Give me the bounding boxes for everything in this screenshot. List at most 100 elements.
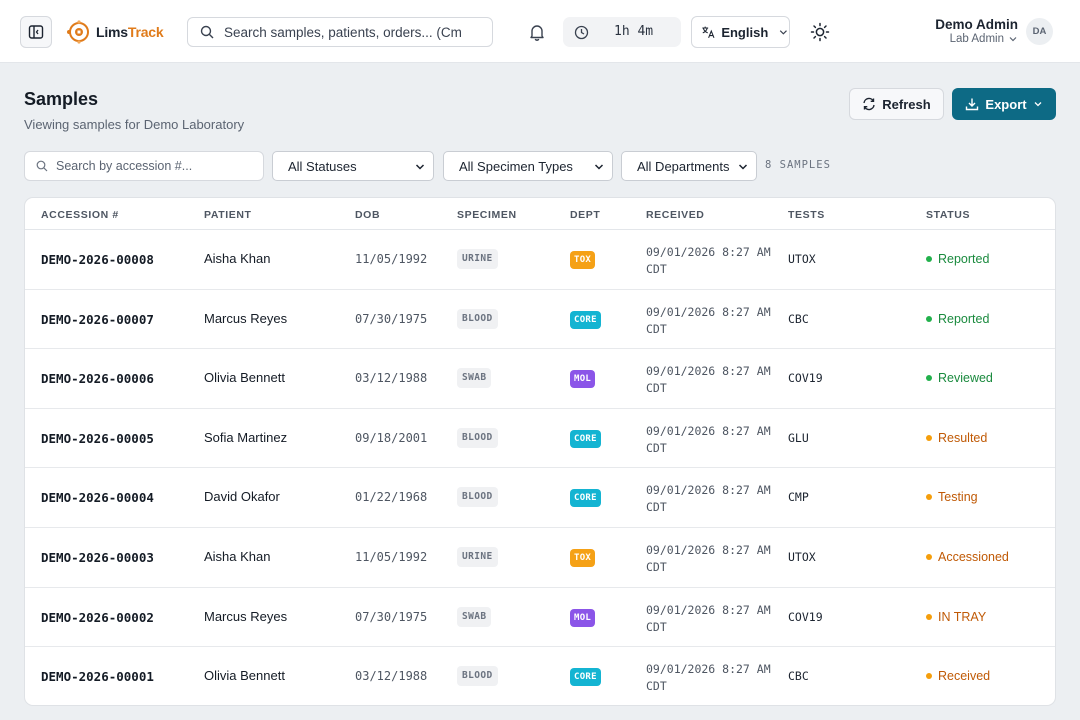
table-row[interactable]: DEMO-2026-00008 Aisha Khan 11/05/1992 URINE… <box>25 230 1055 290</box>
accession-number[interactable]: DEMO-2026-00001 <box>41 669 154 685</box>
accession-number[interactable]: DEMO-2026-00005 <box>41 430 154 446</box>
status-badge: Reviewed <box>926 371 993 385</box>
dept-badge: CORE <box>570 429 601 448</box>
chevron-down-icon <box>415 164 425 170</box>
page-subtitle: Viewing samples for Demo Laboratory <box>24 117 245 132</box>
tests-code: UTOX <box>788 252 816 266</box>
global-search-box[interactable] <box>187 17 493 47</box>
table-row[interactable]: DEMO-2026-00003 Aisha Khan 11/05/1992 URINE… <box>25 528 1055 588</box>
column-header-dob[interactable]: DOB <box>355 209 381 221</box>
column-header-patient[interactable]: PATIENT <box>204 209 252 221</box>
patient-dob: 03/12/1988 <box>355 669 428 684</box>
column-header-accession[interactable]: ACCESSION # <box>41 209 119 221</box>
column-header-received[interactable]: RECEIVED <box>646 209 705 221</box>
received-timezone: CDT <box>646 679 667 694</box>
export-label: Export <box>985 96 1027 112</box>
column-header-tests[interactable]: TESTS <box>788 209 825 221</box>
status-label: IN TRAY <box>938 609 987 624</box>
received-timestamp: 09/01/2026 8:27 AM CDT <box>646 482 778 516</box>
specimen-type-filter-select[interactable]: All Specimen Types <box>443 151 613 181</box>
status-badge: Resulted <box>926 431 987 445</box>
table-row[interactable]: DEMO-2026-00004 David Okafor 01/22/1968 BLO… <box>25 468 1055 528</box>
received-date: 09/01/2026 8:27 AM <box>646 662 771 677</box>
status-label: Received <box>938 669 991 684</box>
language-select[interactable]: English <box>691 16 790 48</box>
refresh-button[interactable]: Refresh <box>849 88 944 120</box>
export-button[interactable]: Export <box>952 88 1056 120</box>
accession-number[interactable]: DEMO-2026-00006 <box>41 371 154 387</box>
avatar[interactable]: DA <box>1026 18 1053 45</box>
chevron-down-icon <box>780 30 788 35</box>
status-badge: Reported <box>926 252 989 266</box>
tests-code: COV19 <box>788 609 823 624</box>
refresh-icon <box>863 97 875 111</box>
patient-name: David Okafor <box>204 489 280 505</box>
specimen-badge: BLOOD <box>457 666 498 687</box>
received-timestamp: 09/01/2026 8:27 AM CDT <box>646 602 778 636</box>
column-header-specimen[interactable]: SPECIMEN <box>457 209 517 221</box>
status-filter-value: All Statuses <box>288 158 357 174</box>
status-label: Reported <box>938 252 990 266</box>
dept-badge: CORE <box>570 668 601 687</box>
table-row[interactable]: DEMO-2026-00005 Sofia Martinez 09/18/2001 B… <box>25 409 1055 469</box>
column-header-status[interactable]: STATUS <box>926 209 971 221</box>
session-timer: 1h 4m <box>563 17 681 47</box>
tests-code: CBC <box>788 669 809 684</box>
table-row[interactable]: DEMO-2026-00007 Marcus Reyes 07/30/1975 BLO… <box>25 290 1055 350</box>
patient-name: Olivia Bennett <box>204 370 285 386</box>
patient-dob: 09/18/2001 <box>355 430 428 445</box>
sidebar-toggle-button[interactable] <box>20 16 52 48</box>
column-header-dept[interactable]: DEPT <box>570 209 601 221</box>
patient-name: Sofia Martinez <box>204 429 288 445</box>
patient-dob: 11/05/1992 <box>355 252 428 266</box>
dept-badge: CORE <box>570 310 601 329</box>
accession-search-input[interactable] <box>56 159 256 173</box>
received-timestamp: 09/01/2026 8:27 AM CDT <box>646 661 778 695</box>
status-badge: Reported <box>926 312 989 326</box>
chevron-down-icon <box>1034 102 1042 107</box>
received-timezone: CDT <box>646 619 667 634</box>
accession-number[interactable]: DEMO-2026-00002 <box>41 609 154 625</box>
accession-number[interactable]: DEMO-2026-00008 <box>41 252 154 267</box>
patient-name: Aisha Khan <box>204 549 271 564</box>
notifications-button[interactable] <box>526 21 548 43</box>
received-timestamp: 09/01/2026 8:27 AM CDT <box>646 542 778 576</box>
accession-number[interactable]: DEMO-2026-00003 <box>41 550 154 565</box>
chevron-down-icon <box>1009 37 1017 42</box>
department-filter-select[interactable]: All Departments <box>621 151 757 181</box>
received-date: 09/01/2026 8:27 AM <box>646 423 771 438</box>
samples-table: ACCESSION # PATIENT DOB SPECIMEN DEPT RE… <box>24 197 1056 706</box>
table-row[interactable]: DEMO-2026-00001 Olivia Bennett 03/12/1988 B… <box>25 647 1055 705</box>
status-dot-icon <box>926 256 932 262</box>
accession-number[interactable]: DEMO-2026-00004 <box>41 490 154 506</box>
tests-code: CMP <box>788 490 809 505</box>
chevron-down-icon <box>738 164 748 170</box>
patient-name: Aisha Khan <box>204 251 271 266</box>
global-search-input[interactable] <box>224 24 474 40</box>
table-row[interactable]: DEMO-2026-00006 Olivia Bennett 03/12/1988 S… <box>25 349 1055 409</box>
received-timestamp: 09/01/2026 8:27 AM CDT <box>646 304 778 338</box>
status-label: Accessioned <box>938 550 1009 564</box>
status-filter-select[interactable]: All Statuses <box>272 151 434 181</box>
dept-badge: CORE <box>570 489 601 508</box>
received-timestamp: 09/01/2026 8:27 AM CDT <box>646 423 778 457</box>
tests-code: GLU <box>788 430 809 445</box>
department-filter-value: All Departments <box>637 158 730 174</box>
table-row[interactable]: DEMO-2026-00002 Marcus Reyes 07/30/1975 SWA… <box>25 588 1055 648</box>
received-date: 09/01/2026 8:27 AM <box>646 364 771 379</box>
accession-number[interactable]: DEMO-2026-00007 <box>41 311 154 327</box>
received-timestamp: 09/01/2026 8:27 AM CDT <box>646 363 778 397</box>
accession-search-box[interactable] <box>24 151 264 181</box>
app-logo[interactable]: LimsTrack <box>66 18 164 46</box>
theme-toggle-button[interactable] <box>808 20 832 44</box>
search-icon <box>200 25 214 39</box>
language-label: English <box>721 24 769 40</box>
user-role: Lab Admin <box>935 32 1018 46</box>
logo-mark-icon <box>67 20 89 44</box>
specimen-badge: URINE <box>457 249 498 269</box>
status-label: Testing <box>938 490 978 505</box>
received-date: 09/01/2026 8:27 AM <box>646 483 771 498</box>
status-label: Reviewed <box>938 371 993 386</box>
received-timezone: CDT <box>646 262 667 276</box>
user-menu[interactable]: Demo Admin Lab Admin <box>935 17 1018 46</box>
